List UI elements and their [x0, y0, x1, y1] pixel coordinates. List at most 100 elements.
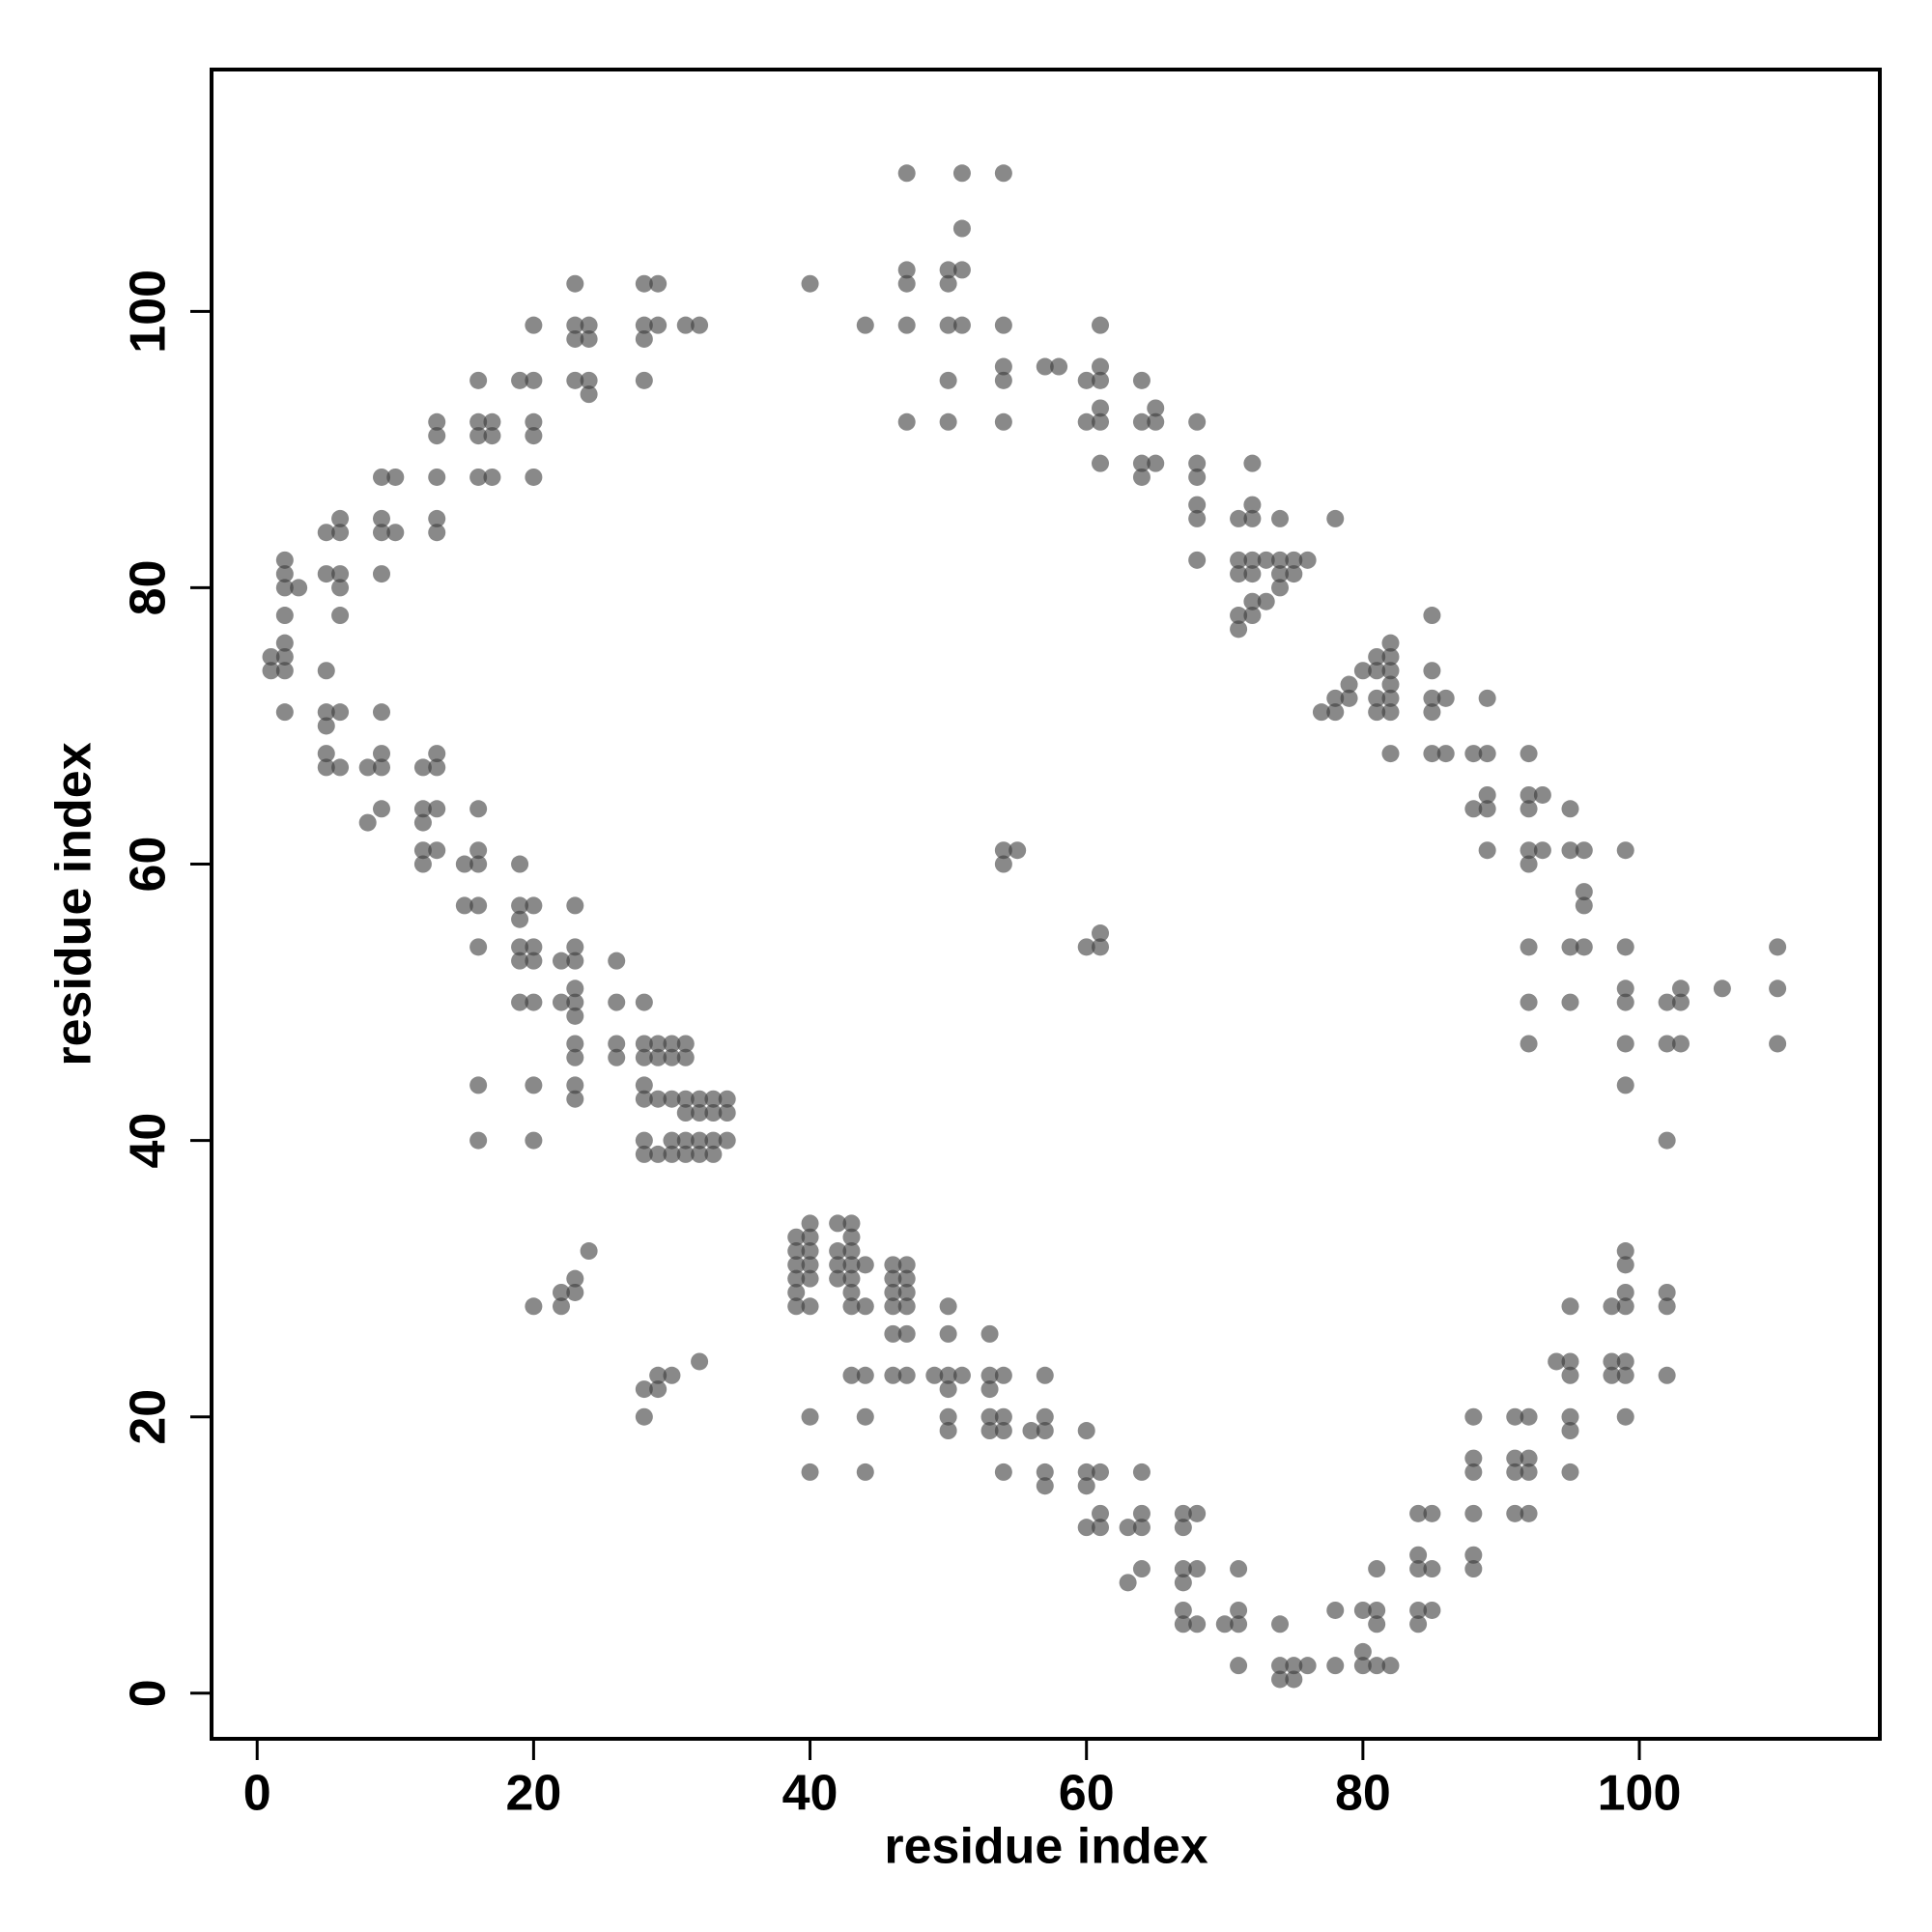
point: [1616, 841, 1634, 860]
point: [1147, 399, 1165, 417]
point: [469, 855, 488, 873]
point: [317, 524, 335, 542]
point: [801, 1407, 819, 1426]
point: [663, 1131, 681, 1150]
point: [801, 1297, 819, 1316]
point: [1520, 993, 1538, 1011]
point: [1561, 1463, 1579, 1481]
point: [649, 1380, 668, 1399]
point: [1243, 607, 1262, 625]
point: [566, 274, 584, 293]
point: [552, 952, 570, 970]
point: [635, 1035, 653, 1053]
point: [1077, 412, 1095, 431]
point: [552, 1283, 570, 1301]
point: [1381, 1657, 1400, 1675]
point: [897, 1283, 916, 1301]
point: [1423, 1601, 1441, 1619]
point: [1036, 1407, 1054, 1426]
point: [1092, 1519, 1110, 1537]
point: [580, 1242, 598, 1261]
y-tick-label: 40: [121, 1113, 177, 1169]
point: [842, 1256, 861, 1274]
point: [275, 607, 294, 625]
point: [1312, 703, 1330, 722]
point: [1132, 1519, 1151, 1537]
point: [1132, 454, 1151, 472]
point: [428, 412, 446, 431]
point: [842, 1228, 861, 1246]
point: [290, 579, 308, 597]
point: [1368, 647, 1386, 666]
point: [525, 1297, 543, 1316]
point: [691, 316, 709, 334]
point: [1092, 357, 1110, 376]
point: [1533, 841, 1551, 860]
point: [566, 993, 584, 1011]
point: [1230, 1615, 1248, 1634]
point: [1340, 689, 1358, 707]
point: [525, 468, 543, 486]
point: [1561, 1422, 1579, 1440]
point: [1381, 703, 1400, 722]
point: [469, 1131, 488, 1150]
point: [1368, 1601, 1386, 1619]
point: [1409, 1615, 1428, 1634]
point: [428, 427, 446, 445]
point: [1271, 551, 1290, 569]
point: [884, 1269, 902, 1288]
point: [1271, 565, 1290, 583]
point: [566, 1283, 584, 1301]
point: [635, 274, 653, 293]
point: [939, 371, 957, 389]
point: [1671, 1035, 1690, 1053]
point: [635, 1380, 653, 1399]
point: [1174, 1574, 1192, 1592]
point: [1243, 592, 1262, 611]
point: [275, 703, 294, 722]
point: [884, 1324, 902, 1343]
point: [1464, 800, 1483, 818]
point: [1409, 1601, 1428, 1619]
point: [1616, 980, 1634, 998]
point: [483, 468, 501, 486]
point: [1119, 1574, 1137, 1592]
point: [1147, 454, 1165, 472]
point: [980, 1366, 999, 1384]
point: [1188, 496, 1207, 514]
point: [1174, 1504, 1192, 1522]
point: [566, 371, 584, 389]
point: [1271, 1657, 1290, 1675]
point: [331, 565, 350, 583]
point: [856, 1256, 874, 1274]
point: [635, 1407, 653, 1426]
point: [1298, 551, 1317, 569]
point: [635, 1090, 653, 1108]
y-tick-label: 20: [121, 1389, 177, 1445]
point: [649, 274, 668, 293]
point: [663, 1090, 681, 1108]
point: [704, 1090, 723, 1108]
point: [1520, 938, 1538, 956]
point: [566, 980, 584, 998]
point: [994, 855, 1012, 873]
point: [1478, 745, 1496, 763]
point: [1353, 1657, 1372, 1675]
point: [1520, 785, 1538, 804]
point: [1520, 1407, 1538, 1426]
point: [994, 316, 1012, 334]
point: [704, 1131, 723, 1150]
point: [884, 1366, 902, 1384]
point: [413, 813, 432, 832]
point: [1243, 551, 1262, 569]
point: [635, 1048, 653, 1066]
point: [1243, 454, 1262, 472]
point: [801, 1242, 819, 1261]
point: [635, 1076, 653, 1094]
point: [1326, 703, 1345, 722]
point: [372, 758, 390, 777]
point: [275, 647, 294, 666]
point: [897, 274, 916, 293]
point: [469, 412, 488, 431]
point: [1381, 689, 1400, 707]
